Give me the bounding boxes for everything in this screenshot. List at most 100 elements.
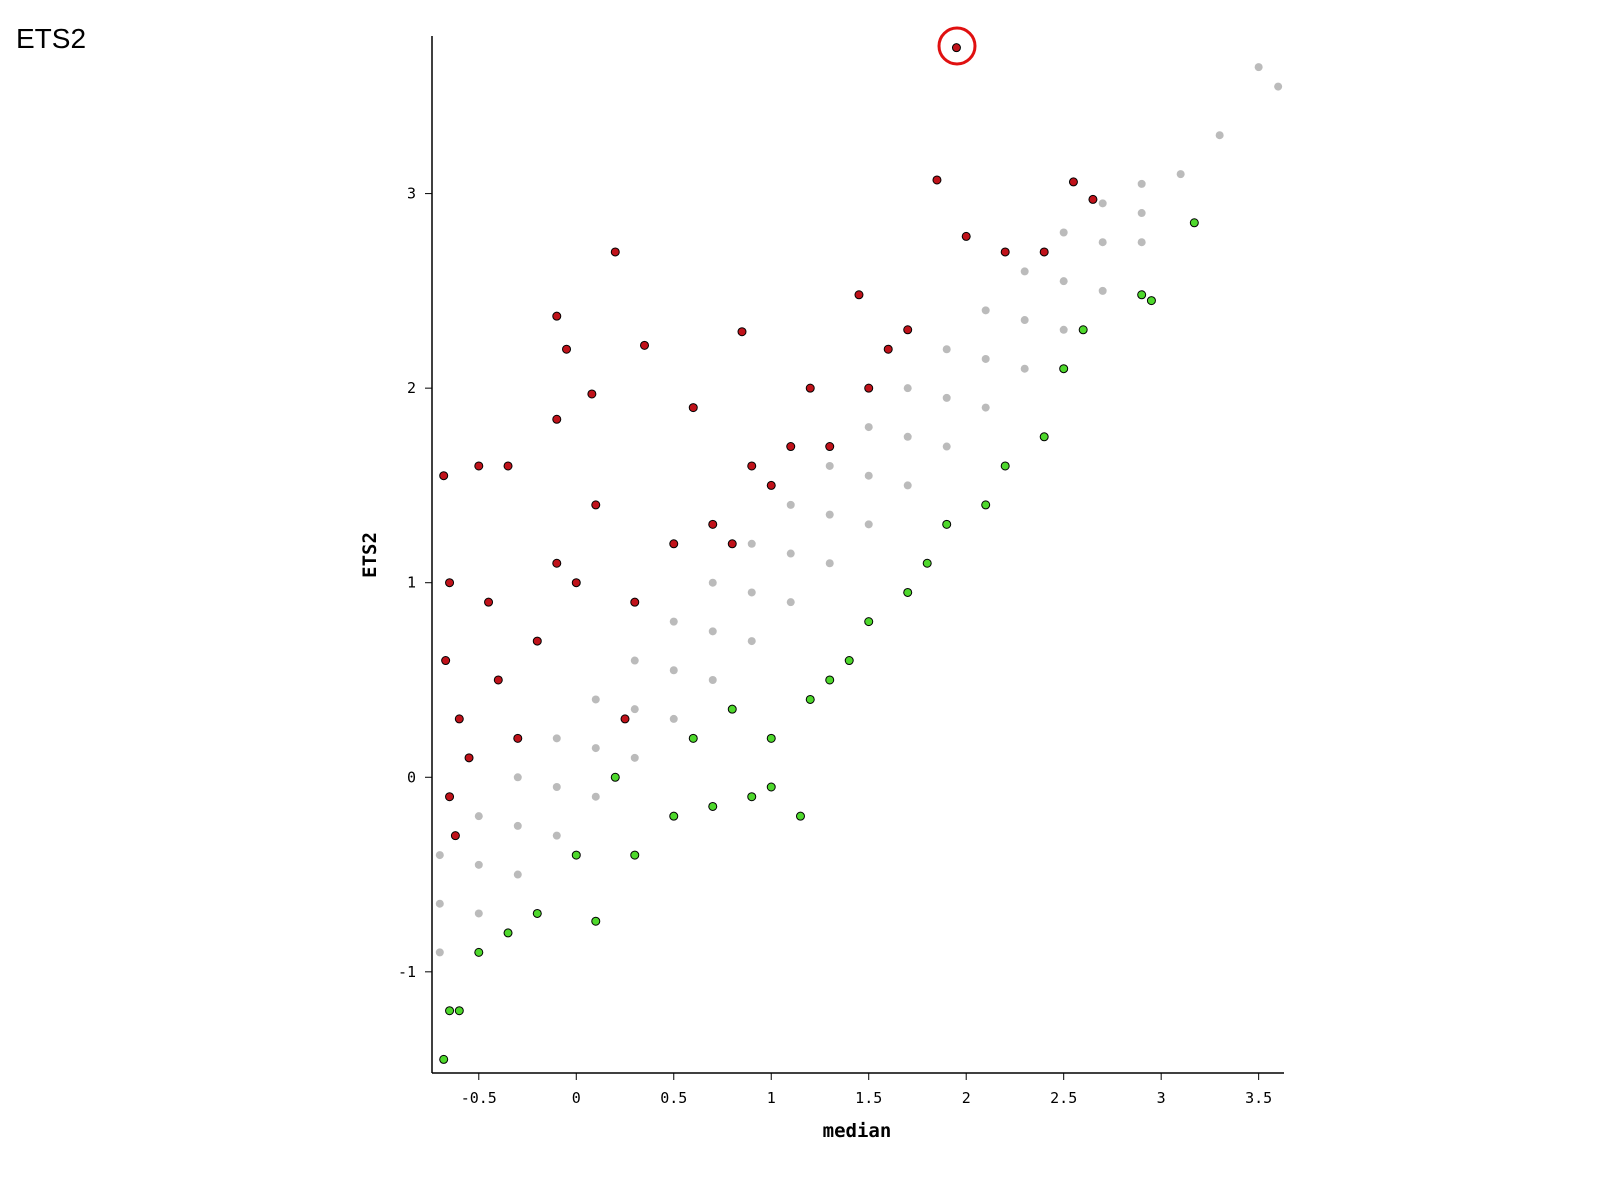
point <box>669 714 678 723</box>
point <box>630 850 640 860</box>
x-tick-label: -0.5 <box>461 1089 497 1107</box>
point <box>854 290 864 300</box>
point <box>552 558 562 568</box>
point <box>727 539 737 549</box>
point <box>903 384 912 393</box>
point <box>766 782 776 792</box>
point <box>981 354 990 363</box>
point <box>591 695 600 704</box>
point <box>747 792 757 802</box>
point <box>805 694 815 704</box>
point <box>708 519 718 529</box>
point <box>883 344 893 354</box>
point <box>1059 277 1068 286</box>
point <box>439 1054 449 1064</box>
point <box>513 821 522 830</box>
point <box>591 792 600 801</box>
point <box>1137 290 1147 300</box>
point <box>1059 228 1068 237</box>
point <box>474 812 483 821</box>
point <box>1078 325 1088 335</box>
point <box>435 899 444 908</box>
point <box>552 782 561 791</box>
point <box>1146 296 1156 306</box>
point <box>786 549 795 558</box>
point <box>669 666 678 675</box>
point <box>571 578 581 588</box>
point <box>981 306 990 315</box>
point <box>474 909 483 918</box>
point <box>1215 131 1224 140</box>
point <box>786 500 795 509</box>
point <box>942 345 951 354</box>
point <box>981 403 990 412</box>
point <box>932 175 942 185</box>
point <box>513 733 523 743</box>
point <box>445 578 455 588</box>
point <box>669 811 679 821</box>
point <box>708 801 718 811</box>
point <box>864 423 873 432</box>
x-tick-label: 2.5 <box>1050 1089 1077 1107</box>
point <box>513 870 522 879</box>
point <box>620 714 630 724</box>
point <box>450 831 460 841</box>
point <box>708 578 717 587</box>
point <box>532 636 542 646</box>
y-tick-label: 1 <box>407 574 416 592</box>
point <box>1000 247 1010 257</box>
point <box>1137 209 1146 218</box>
point <box>1189 218 1199 228</box>
point <box>981 500 991 510</box>
point <box>1020 316 1029 325</box>
point <box>669 617 678 626</box>
point <box>1039 247 1049 257</box>
plot-area <box>435 43 1283 1064</box>
point <box>435 851 444 860</box>
point <box>1137 179 1146 188</box>
point <box>825 461 834 470</box>
point <box>864 520 873 529</box>
point <box>464 753 474 763</box>
point <box>766 733 776 743</box>
point <box>864 617 874 627</box>
point <box>844 656 854 666</box>
point <box>454 714 464 724</box>
point <box>795 811 805 821</box>
point <box>1020 267 1029 276</box>
point <box>942 519 952 529</box>
point <box>630 705 639 714</box>
point <box>805 383 815 393</box>
point <box>591 744 600 753</box>
point <box>747 461 757 471</box>
point <box>951 43 961 53</box>
highlight-circle <box>937 26 977 66</box>
point <box>903 587 913 597</box>
x-tick-label: 3 <box>1157 1089 1166 1107</box>
point <box>1068 177 1078 187</box>
point <box>825 442 835 452</box>
point <box>747 539 756 548</box>
point <box>610 772 620 782</box>
x-tick-label: 3.5 <box>1245 1089 1272 1107</box>
point <box>591 500 601 510</box>
point <box>640 340 650 350</box>
point <box>552 831 561 840</box>
point <box>747 588 756 597</box>
point <box>571 850 581 860</box>
point <box>503 928 513 938</box>
point <box>503 461 513 471</box>
point <box>903 432 912 441</box>
point <box>587 389 597 399</box>
point <box>445 792 455 802</box>
point <box>669 539 679 549</box>
point <box>1000 461 1010 471</box>
point <box>630 656 639 665</box>
point <box>1059 364 1069 374</box>
point <box>864 383 874 393</box>
point <box>1020 364 1029 373</box>
y-tick-label: 0 <box>407 768 416 786</box>
x-tick-label: 0.5 <box>660 1089 687 1107</box>
point <box>532 908 542 918</box>
